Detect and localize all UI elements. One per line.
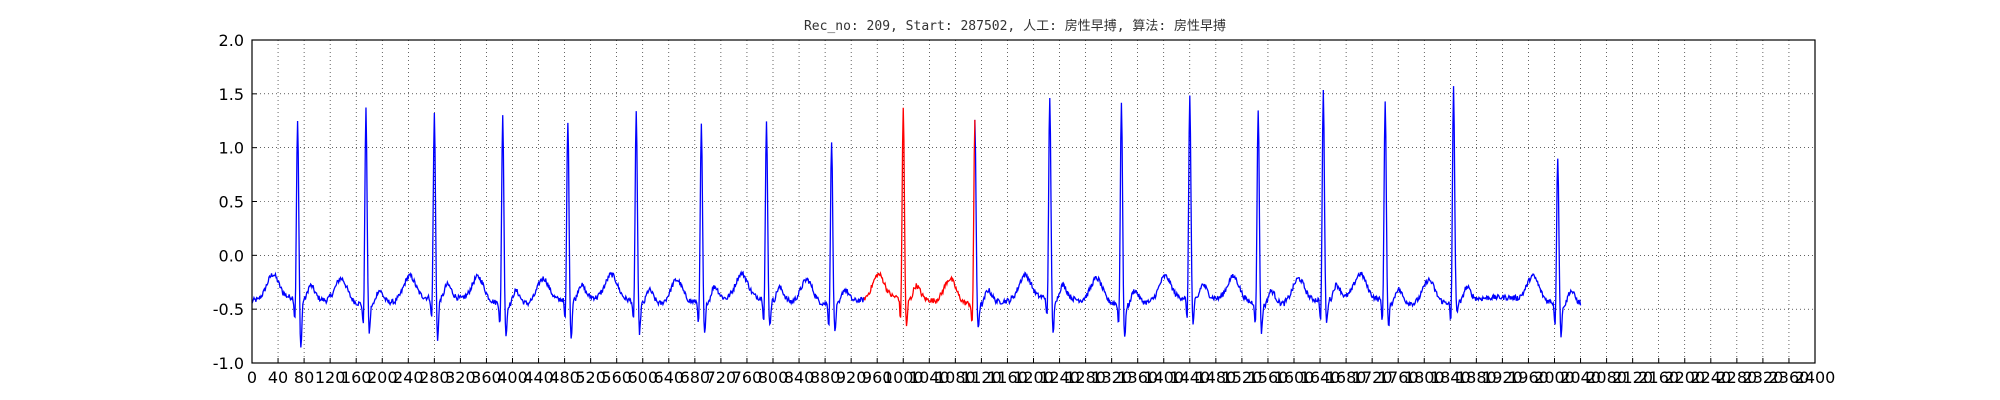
x-tick-label: 1800 [1404, 368, 1445, 387]
y-tick-label: 0.0 [219, 246, 244, 265]
x-tick-label: 0 [247, 368, 257, 387]
x-axis: 0 40 80 12016020024028032036040044048052056… [247, 358, 1835, 387]
x-tick-label: 1560 [1248, 368, 1289, 387]
x-tick-label: 1000 [883, 368, 924, 387]
x-tick-label: 1080 [935, 368, 976, 387]
x-tick-label: 440 [523, 368, 554, 387]
x-tick-label: 480 [549, 368, 580, 387]
x-tick-label: 800 [758, 368, 789, 387]
x-tick-label: 1320 [1091, 368, 1132, 387]
x-tick-label: 880 [810, 368, 841, 387]
x-tick-label: 1200 [1013, 368, 1054, 387]
x-tick-label: 1440 [1169, 368, 1210, 387]
x-tick-label: 2040 [1560, 368, 1601, 387]
x-tick-label: 680 [680, 368, 711, 387]
y-tick-label: 0.5 [219, 193, 244, 212]
x-tick-label: 280 [419, 368, 450, 387]
y-axis: -1.0 -0.5 0.0 0.5 1.0 1.5 2.0 [213, 31, 257, 373]
x-tick-label: 2160 [1638, 368, 1679, 387]
plot-marks [251, 86, 1582, 348]
x-tick-label: 520 [575, 368, 606, 387]
x-tick-label: 1920 [1482, 368, 1523, 387]
x-tick-label: 1400 [1143, 368, 1184, 387]
y-tick-label: -0.5 [213, 300, 244, 319]
x-tick-label: 1280 [1065, 368, 1106, 387]
x-tick-label: 2240 [1690, 368, 1731, 387]
x-tick-label: 2280 [1716, 368, 1757, 387]
x-tick-label: 160 [341, 368, 372, 387]
x-tick-label: 960 [862, 368, 893, 387]
x-tick-label: 360 [471, 368, 502, 387]
x-tick-label: 320 [445, 368, 476, 387]
x-tick-label: 1240 [1039, 368, 1080, 387]
x-tick-label: 1760 [1378, 368, 1419, 387]
x-tick-label: 560 [601, 368, 632, 387]
x-tick-label: 760 [732, 368, 763, 387]
x-tick-label: 2200 [1664, 368, 1705, 387]
x-tick-label: 920 [836, 368, 867, 387]
x-tick-label: 80 [294, 368, 314, 387]
x-tick-label: 120 [315, 368, 346, 387]
x-tick-label: 1160 [987, 368, 1028, 387]
x-tick-label: 240 [393, 368, 424, 387]
x-tick-label: 1040 [909, 368, 950, 387]
x-tick-label: 1520 [1222, 368, 1263, 387]
x-tick-label: 1840 [1430, 368, 1471, 387]
y-tick-label: 1.5 [219, 85, 244, 104]
x-tick-label: 2080 [1586, 368, 1627, 387]
x-tick-label: 1640 [1300, 368, 1341, 387]
x-tick-label: 1360 [1117, 368, 1158, 387]
x-tick-label: 40 [268, 368, 288, 387]
x-tick-label: 840 [784, 368, 815, 387]
x-tick-label: 1120 [961, 368, 1002, 387]
x-tick-label: 2120 [1612, 368, 1653, 387]
ecg-series-line [251, 86, 1582, 348]
y-tick-label: 2.0 [219, 31, 244, 50]
x-tick-label: 1720 [1352, 368, 1393, 387]
y-tick-label: 1.0 [219, 139, 244, 158]
x-tick-label: 200 [367, 368, 398, 387]
x-tick-label: 2320 [1743, 368, 1784, 387]
ecg-highlight-line [863, 107, 976, 327]
x-tick-label: 600 [627, 368, 658, 387]
chart-title: Rec_no: 209, Start: 287502, 人工: 房性早搏, 算法… [804, 18, 1226, 34]
y-tick-label: -1.0 [213, 354, 244, 373]
x-tick-label: 1880 [1456, 368, 1497, 387]
x-tick-label: 2360 [1769, 368, 1810, 387]
x-tick-label: 1600 [1274, 368, 1315, 387]
x-tick-label: 2000 [1534, 368, 1575, 387]
x-tick-label: 640 [654, 368, 685, 387]
x-tick-label: 400 [497, 368, 528, 387]
x-tick-label: 720 [706, 368, 737, 387]
x-tick-label: 1480 [1195, 368, 1236, 387]
x-tick-label: 2400 [1795, 368, 1836, 387]
x-tick-label: 1960 [1508, 368, 1549, 387]
x-tick-label: 1680 [1326, 368, 1367, 387]
grid [252, 40, 1815, 363]
